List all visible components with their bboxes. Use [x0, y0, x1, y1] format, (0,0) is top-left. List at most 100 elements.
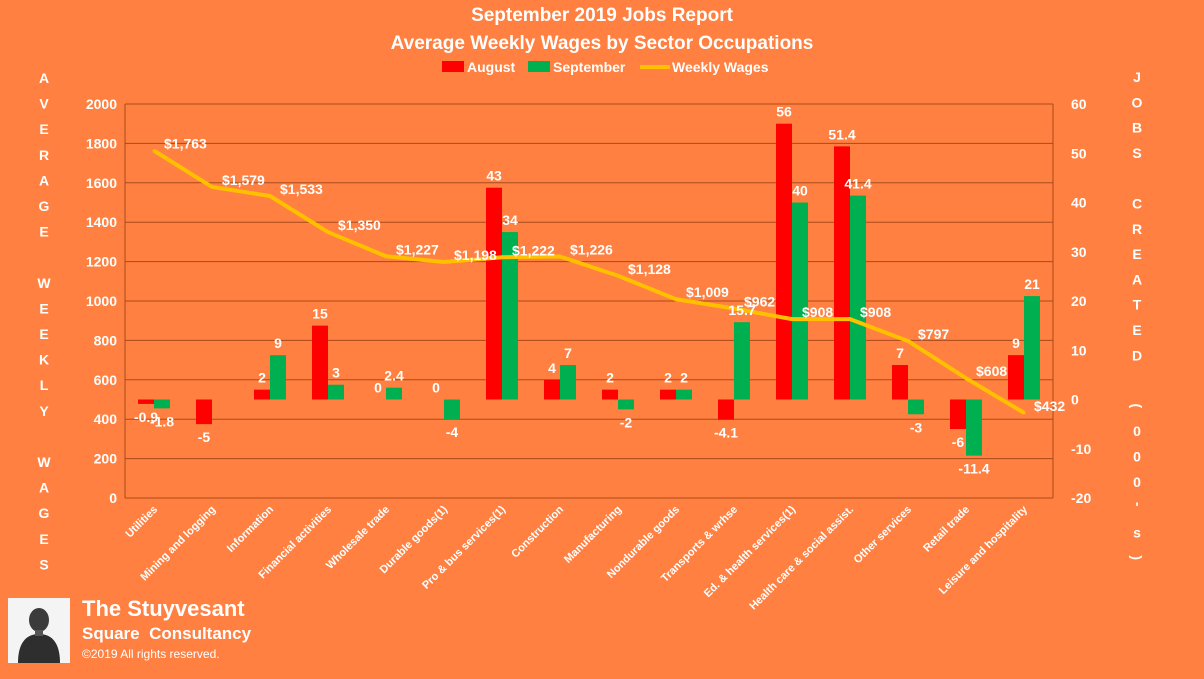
left-axis-title-letter: A [39, 480, 49, 496]
wage-label: $608 [976, 363, 1007, 379]
right-tick-label: 40 [1071, 195, 1087, 211]
right-tick-label: 50 [1071, 145, 1087, 161]
bar-label-september: -1.8 [150, 413, 174, 429]
right-axis-ticks: -20 -10 0 10 20 30 40 50 60 [1071, 96, 1091, 506]
bar-label-september: 7 [564, 345, 572, 361]
category-label: Retail trade [921, 504, 972, 555]
right-tick-label: -20 [1071, 490, 1091, 506]
bar-september [618, 399, 634, 410]
bar-label-august: 0 [432, 380, 440, 396]
bar-august [544, 379, 560, 400]
left-axis-title-letter: E [39, 531, 48, 547]
wages-point [732, 306, 736, 310]
left-tick-label: 400 [94, 411, 118, 427]
wage-label: $1,350 [338, 217, 381, 233]
wage-data-labels: $1,763 $1,579 $1,533 $1,350 $1,227 $1,198 $1,2… [164, 136, 1065, 414]
bar-august [138, 399, 154, 404]
right-axis-title-letter: S [1132, 145, 1141, 161]
left-tick-label: 600 [94, 372, 118, 388]
wage-label: $797 [918, 326, 949, 342]
right-axis-title-letter: C [1132, 196, 1142, 212]
wage-label: $962 [744, 293, 775, 309]
bar-label-september: 41.4 [844, 176, 871, 192]
wages-line-group [152, 148, 1026, 415]
left-axis-title-letter: R [39, 147, 49, 163]
left-tick-label: 1800 [86, 135, 117, 151]
wage-label: $1,763 [164, 136, 207, 152]
wages-point [500, 255, 504, 259]
bar-september [734, 322, 750, 400]
left-tick-label: 0 [109, 490, 117, 506]
left-tick-label: 200 [94, 451, 118, 467]
wages-point [674, 297, 678, 301]
bar-label-september: 3 [332, 365, 340, 381]
bar-september [502, 232, 518, 400]
category-label: Utilities [124, 504, 161, 541]
portrait-bust-icon [8, 598, 70, 663]
bar-august [312, 325, 328, 400]
bar-label-september: 9 [274, 335, 282, 351]
bar-september [792, 202, 808, 400]
chart-legend: August September Weekly Wages [442, 59, 769, 75]
left-axis-title-letter: G [39, 505, 50, 521]
right-axis-title-letter: ) [1129, 555, 1145, 560]
right-tick-label: 0 [1071, 392, 1079, 408]
bar-september [560, 365, 576, 400]
bar-label-september: 2.4 [384, 368, 404, 384]
right-axis-title-letter: T [1133, 297, 1142, 313]
bar-label-september: 34 [502, 212, 518, 228]
right-tick-label: 20 [1071, 293, 1087, 309]
bar-label-august: 9 [1012, 335, 1020, 351]
category-label: Manufacturing [562, 504, 624, 566]
wages-point [326, 230, 330, 234]
bar-label-august: -4.1 [714, 425, 738, 441]
category-label: Other services [852, 504, 915, 567]
left-tick-label: 1600 [86, 175, 117, 191]
left-tick-label: 800 [94, 332, 118, 348]
right-axis-title-letter: J [1133, 69, 1141, 85]
left-tick-label: 1400 [86, 214, 117, 230]
bar-label-august: -5 [198, 429, 211, 445]
bar-august [254, 389, 270, 400]
left-axis-title-letter: Y [39, 403, 49, 419]
category-label: Health care & social assist. [747, 504, 856, 613]
right-tick-label: -10 [1071, 441, 1091, 457]
branding-block: The Stuyvesant Square Consultancy ©2019 … [0, 596, 420, 676]
wages-point [210, 185, 214, 189]
bar-label-august: -0.9 [134, 409, 158, 425]
wages-point [558, 254, 562, 258]
wage-label: $908 [802, 304, 833, 320]
bar-august [486, 187, 502, 400]
bar-september [328, 384, 344, 400]
wages-point [964, 376, 968, 380]
legend-label-september: September [553, 59, 626, 75]
left-axis-ticks: 0 200 400 600 800 1000 1200 1400 1600 1800 2000 [86, 96, 117, 506]
right-axis-title-letter: E [1132, 322, 1141, 338]
bar-september [1024, 296, 1040, 400]
left-axis-title-letter: L [40, 377, 49, 393]
left-axis-title-letter: E [39, 121, 48, 137]
bar-label-august: 2 [258, 370, 266, 386]
wages-point [268, 194, 272, 198]
left-axis-title-letter: A [39, 70, 49, 86]
bar-august [892, 365, 908, 400]
bar-label-august: 43 [486, 168, 502, 184]
bar-label-august: 2 [664, 370, 672, 386]
brand-subtitle: Square Consultancy [82, 624, 252, 643]
bar-august [950, 399, 966, 430]
bar-label-september: -2 [620, 414, 633, 430]
right-axis-title-letter: B [1132, 120, 1142, 136]
left-axis-title-letter: E [39, 224, 48, 240]
copyright-notice: ©2019 All rights reserved. [82, 647, 220, 661]
bars [138, 123, 1040, 456]
left-axis-title-letter: W [37, 454, 51, 470]
wages-point [152, 149, 156, 153]
left-axis-title-letter: G [39, 198, 50, 214]
wages-point [790, 317, 794, 321]
left-axis-title-letter: E [39, 326, 48, 342]
right-axis-title-letter: 0 [1133, 423, 1141, 439]
right-axis-title-letter: O [1132, 94, 1143, 110]
left-axis-title-letter: V [39, 96, 49, 112]
